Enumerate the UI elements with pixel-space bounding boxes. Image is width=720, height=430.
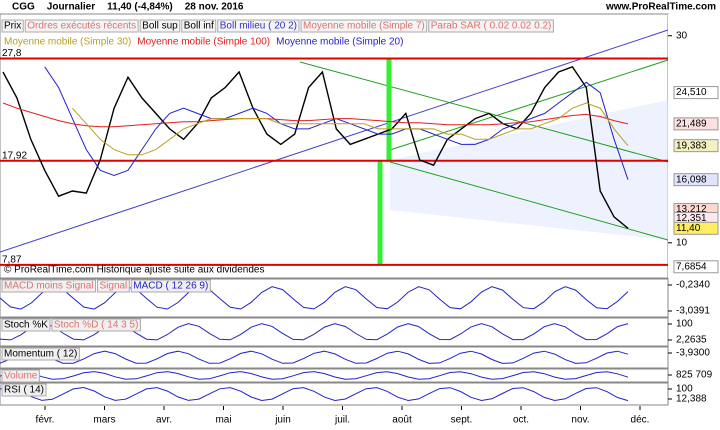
price-label-box <box>673 221 719 235</box>
panel-tick-label: 2,2635 <box>676 335 707 346</box>
panel-label: Stoch %D ( 14 3 5) <box>54 320 138 331</box>
price-label-box <box>673 139 719 153</box>
legend-box <box>24 19 139 33</box>
legend-entry: Boll inf <box>184 21 214 32</box>
price-label: 7,6854 <box>676 261 707 272</box>
sub-panel-line <box>0 350 629 364</box>
header-change: 11,40 (-4,84%) <box>107 2 173 13</box>
panel-tick-label: 12,388 <box>676 394 707 405</box>
y-tick-label: 10 <box>676 237 688 248</box>
panel-label-box <box>1 369 40 383</box>
legend-entry: Boll milieu ( 20 2) <box>220 21 297 32</box>
price-label: 21,489 <box>676 118 707 129</box>
panel-label: MACD ( 12 26 9) <box>133 281 208 292</box>
trend-line <box>299 61 669 163</box>
panel-label-box <box>1 347 80 361</box>
y-tick-label: 30 <box>676 30 688 41</box>
panel-label-box <box>51 318 141 332</box>
legend-entry: Moyenne mobile (Simple 7) <box>303 21 425 32</box>
panel-label: Momentum ( 12) <box>4 349 77 360</box>
header-date: 28 nov. 2016 <box>185 2 244 13</box>
x-tick-label: mars <box>93 415 115 426</box>
legend-entry: Moyenne mobile (Simple 30) <box>4 37 131 48</box>
x-tick-label: juin <box>274 415 291 426</box>
legend-box <box>181 19 217 33</box>
panel-tick-label: -0,2340 <box>676 280 710 291</box>
price-label: 12,351 <box>676 213 707 224</box>
legend-entry: Ordres exécutés récents <box>27 21 136 32</box>
panel-label: RSI ( 14) <box>4 385 44 396</box>
panel-tick-label: 825 709 <box>676 370 713 381</box>
level-label: 7,87 <box>2 254 22 265</box>
sub-panel-line <box>0 286 629 310</box>
sub-panel-line <box>0 371 629 380</box>
panel-label-box <box>1 318 51 332</box>
sub-panel <box>0 382 669 406</box>
price-label-box <box>673 117 719 131</box>
x-tick-label: févr. <box>36 415 55 426</box>
panel-label: Stoch %K <box>4 320 48 331</box>
legend-box <box>139 19 181 33</box>
footnote: © ProRealTime.com Historique ajusté suit… <box>4 265 264 276</box>
legend-entry: Moyenne mobile (Simple 20) <box>276 37 403 48</box>
panel-label-box <box>1 279 96 293</box>
panel-label: Volume <box>4 371 38 382</box>
legend-entry: Moyenne mobile (Simple 100) <box>137 37 270 48</box>
x-tick-label: août <box>392 415 412 426</box>
legend-entry: Parab SAR ( 0.02 0.02 0.2) <box>431 21 552 32</box>
x-tick-label: mai <box>215 415 231 426</box>
x-tick-label: avr. <box>156 415 172 426</box>
trend-line <box>0 29 669 253</box>
panel-tick-label: -3,9300 <box>676 348 710 359</box>
panel-tick-label: 100 <box>676 384 693 395</box>
x-tick-label: déc. <box>631 415 650 426</box>
legend-box <box>217 19 300 33</box>
x-tick-label: oct. <box>513 415 529 426</box>
legend-entry: Prix <box>4 21 21 32</box>
site: www.ProRealTime.com <box>605 2 716 13</box>
legend-entry: Boll sup <box>142 21 178 32</box>
panel-label: MACD moins Signal <box>4 281 93 292</box>
header-symbol: CGG <box>12 2 35 13</box>
trend-line <box>389 161 669 241</box>
sub-panel-line <box>0 386 629 402</box>
price-label: 11,40 <box>676 223 701 234</box>
price-label-box <box>673 260 719 274</box>
panel-tick-label: -3,0391 <box>676 306 710 317</box>
price-label: 16,098 <box>676 174 707 185</box>
level-label: 27,8 <box>2 48 22 59</box>
price-label-box <box>673 173 719 187</box>
price-label: 24,510 <box>676 87 707 98</box>
header-period: Journalier <box>47 2 95 13</box>
panel-tick-label: 100 <box>676 319 693 330</box>
price-label: 13,212 <box>676 204 707 215</box>
channel-fill <box>390 100 668 240</box>
panel-label: Signal <box>99 281 127 292</box>
level-label: 17,92 <box>2 150 27 161</box>
series-line <box>2 102 629 128</box>
panel-label-box <box>96 279 130 293</box>
x-tick-label: juil. <box>334 415 350 426</box>
legend-box <box>1 19 24 33</box>
legend-box <box>428 19 554 33</box>
x-tick-label: nov. <box>571 415 589 426</box>
legend-box <box>300 19 428 33</box>
sub-panel <box>0 368 669 383</box>
panel-label-box <box>1 383 47 397</box>
header-bar <box>0 0 720 13</box>
x-tick-label: sept. <box>451 415 473 426</box>
price-label: 19,383 <box>676 140 707 151</box>
price-label-box <box>673 86 719 100</box>
panel-label-box <box>130 279 211 293</box>
sub-panel <box>0 346 669 369</box>
series-line <box>72 102 629 156</box>
